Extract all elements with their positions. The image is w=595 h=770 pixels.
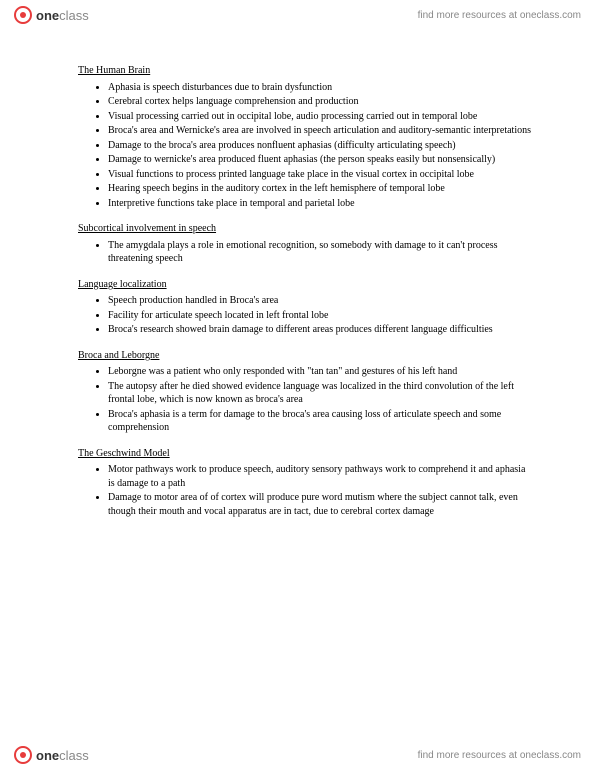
section-title: Subcortical involvement in speech bbox=[78, 222, 533, 236]
list-item: Facility for articulate speech located i… bbox=[108, 309, 533, 323]
list-item: Damage to motor area of of cortex will p… bbox=[108, 491, 533, 518]
logo-icon bbox=[14, 6, 32, 24]
logo: oneclass bbox=[14, 6, 89, 24]
section-title: Broca and Leborgne bbox=[78, 349, 533, 363]
logo-one: one bbox=[36, 748, 59, 763]
section: Subcortical involvement in speech The am… bbox=[78, 222, 533, 266]
list-item: Leborgne was a patient who only responde… bbox=[108, 365, 533, 379]
list-item: Hearing speech begins in the auditory co… bbox=[108, 182, 533, 196]
list-item: Broca's research showed brain damage to … bbox=[108, 323, 533, 337]
list-item: Broca's aphasia is a term for damage to … bbox=[108, 408, 533, 435]
list-item: Damage to wernicke's area produced fluen… bbox=[108, 153, 533, 167]
logo-text: oneclass bbox=[36, 8, 89, 23]
list-item: Speech production handled in Broca's are… bbox=[108, 294, 533, 308]
section: The Human Brain Aphasia is speech distur… bbox=[78, 64, 533, 210]
logo-class: class bbox=[59, 748, 89, 763]
footer-bar: oneclass find more resources at oneclass… bbox=[0, 740, 595, 770]
list-item: Broca's area and Wernicke's area are inv… bbox=[108, 124, 533, 138]
logo-icon bbox=[14, 746, 32, 764]
footer-tagline: find more resources at oneclass.com bbox=[418, 750, 581, 761]
section-title: Language localization bbox=[78, 278, 533, 292]
header-tagline: find more resources at oneclass.com bbox=[418, 10, 581, 21]
document-content: The Human Brain Aphasia is speech distur… bbox=[78, 64, 533, 530]
logo-one: one bbox=[36, 8, 59, 23]
header-bar: oneclass find more resources at oneclass… bbox=[0, 0, 595, 30]
list-item: Interpretive functions take place in tem… bbox=[108, 197, 533, 211]
bullet-list: Aphasia is speech disturbances due to br… bbox=[78, 81, 533, 211]
bullet-list: Motor pathways work to produce speech, a… bbox=[78, 463, 533, 518]
list-item: Cerebral cortex helps language comprehen… bbox=[108, 95, 533, 109]
list-item: Damage to the broca's area produces nonf… bbox=[108, 139, 533, 153]
list-item: Aphasia is speech disturbances due to br… bbox=[108, 81, 533, 95]
bullet-list: The amygdala plays a role in emotional r… bbox=[78, 239, 533, 266]
section-title: The Human Brain bbox=[78, 64, 533, 78]
logo-text: oneclass bbox=[36, 748, 89, 763]
section: Language localization Speech production … bbox=[78, 278, 533, 337]
bullet-list: Speech production handled in Broca's are… bbox=[78, 294, 533, 337]
logo: oneclass bbox=[14, 746, 89, 764]
section: Broca and Leborgne Leborgne was a patien… bbox=[78, 349, 533, 435]
list-item: The amygdala plays a role in emotional r… bbox=[108, 239, 533, 266]
logo-class: class bbox=[59, 8, 89, 23]
list-item: Visual processing carried out in occipit… bbox=[108, 110, 533, 124]
bullet-list: Leborgne was a patient who only responde… bbox=[78, 365, 533, 435]
list-item: The autopsy after he died showed evidenc… bbox=[108, 380, 533, 407]
section: The Geschwind Model Motor pathways work … bbox=[78, 447, 533, 519]
list-item: Motor pathways work to produce speech, a… bbox=[108, 463, 533, 490]
list-item: Visual functions to process printed lang… bbox=[108, 168, 533, 182]
section-title: The Geschwind Model bbox=[78, 447, 533, 461]
